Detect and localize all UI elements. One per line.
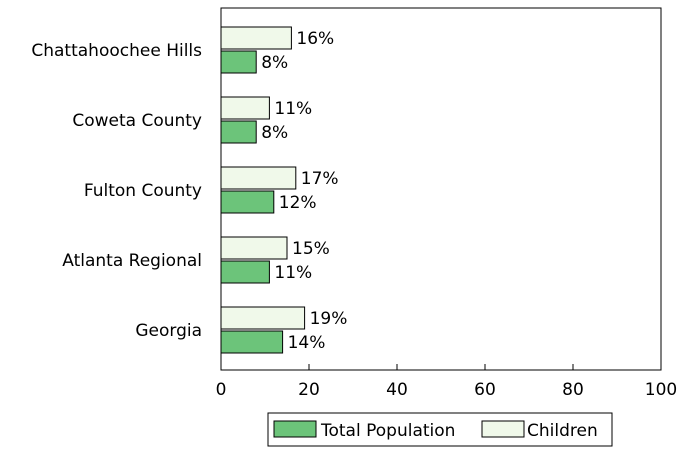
category-label-fulton-county: Fulton County bbox=[84, 181, 202, 201]
bars-group: 16% 8% 11% 8% 17% 12% 15% 11% 19% 14% bbox=[220, 26, 348, 354]
category-label-coweta-county: Coweta County bbox=[72, 111, 202, 131]
data-label-children-chattahoochee-hills: 16% bbox=[296, 29, 334, 49]
legend: Total Population Children bbox=[267, 412, 613, 447]
legend-label-total-population: Total Population bbox=[320, 421, 455, 441]
data-label-total-population-fulton-county: 12% bbox=[279, 193, 317, 213]
data-label-total-population-atlanta-regional: 11% bbox=[274, 263, 312, 283]
bar-total-population-atlanta-regional bbox=[220, 260, 270, 284]
bar-total-population-georgia bbox=[220, 330, 284, 354]
category-labels: Chattahoochee Hills Coweta County Fulton C… bbox=[31, 41, 202, 341]
bar-total-population-chattahoochee-hills bbox=[220, 50, 257, 74]
bar-children-atlanta-regional bbox=[220, 236, 288, 260]
data-label-total-population-coweta-county: 8% bbox=[261, 123, 288, 143]
legend-box bbox=[267, 412, 613, 447]
legend-swatch-total-population bbox=[273, 420, 317, 438]
bar-children-georgia bbox=[220, 306, 306, 330]
data-label-children-atlanta-regional: 15% bbox=[292, 239, 330, 259]
category-label-chattahoochee-hills: Chattahoochee Hills bbox=[31, 41, 202, 61]
x-tick-label-80: 80 bbox=[562, 380, 584, 400]
legend-label-children: Children bbox=[527, 421, 598, 441]
bar-children-chattahoochee-hills bbox=[220, 26, 292, 50]
x-tick-label-100: 100 bbox=[645, 380, 677, 400]
category-label-georgia: Georgia bbox=[135, 321, 202, 341]
x-tick-label-0: 0 bbox=[216, 380, 227, 400]
x-tick-label-60: 60 bbox=[474, 380, 496, 400]
x-tick-label-20: 20 bbox=[298, 380, 320, 400]
x-tick-label-40: 40 bbox=[386, 380, 408, 400]
category-label-atlanta-regional: Atlanta Regional bbox=[62, 251, 202, 271]
data-label-total-population-chattahoochee-hills: 8% bbox=[261, 53, 288, 73]
bar-children-coweta-county bbox=[220, 96, 270, 120]
data-label-children-georgia: 19% bbox=[310, 309, 348, 329]
bar-total-population-coweta-county bbox=[220, 120, 257, 144]
data-label-children-coweta-county: 11% bbox=[274, 99, 312, 119]
bar-total-population-fulton-county bbox=[220, 190, 275, 214]
data-label-total-population-georgia: 14% bbox=[288, 333, 326, 353]
data-label-children-fulton-county: 17% bbox=[301, 169, 339, 189]
x-axis: 0 20 40 60 80 100 bbox=[216, 364, 677, 400]
legend-swatch-children bbox=[481, 420, 525, 438]
bar-children-fulton-county bbox=[220, 166, 297, 190]
